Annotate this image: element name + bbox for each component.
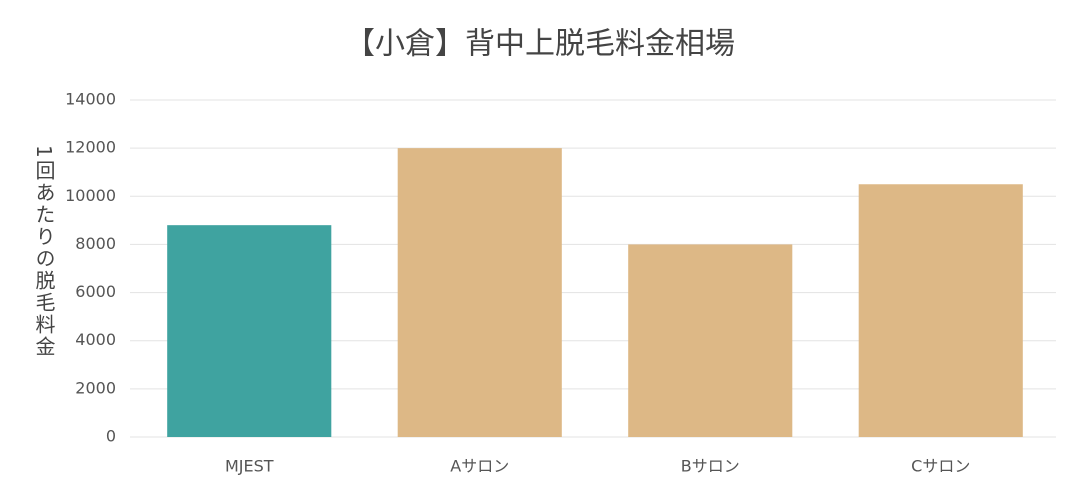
bar [628,244,793,437]
y-tick-label: 6000 [75,282,116,301]
chart-title: 【小倉】背中上脱毛料金相場 [345,27,735,62]
y-tick-label: 0 [106,427,116,446]
bar [858,184,1023,437]
y-tick-label: 2000 [75,378,116,397]
y-tick-label: 12000 [65,138,116,157]
x-tick-label: MJEST [225,457,274,476]
bar [397,148,562,437]
x-tick-label: Aサロン [450,457,509,476]
x-tick-label: Bサロン [681,457,740,476]
y-tick-label: 10000 [65,186,116,205]
y-tick-label: 8000 [75,234,116,253]
x-tick-label: Cサロン [911,457,970,476]
y-tick-label: 4000 [75,330,116,349]
y-axis-label: 1回あたりの脱毛料金 [32,145,56,358]
bar [167,225,332,437]
y-tick-label: 14000 [65,90,116,109]
